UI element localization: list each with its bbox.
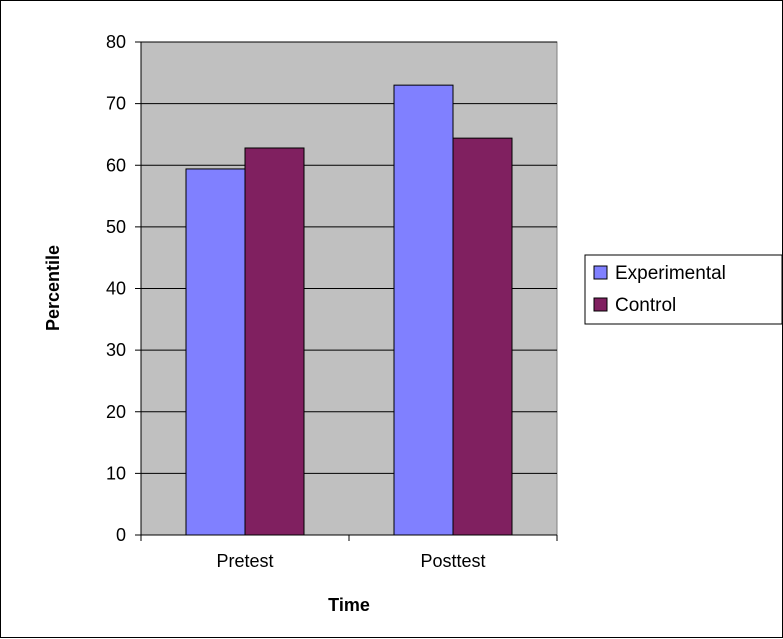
legend: Experimental Control <box>584 254 783 325</box>
legend-label-control: Control <box>615 295 676 316</box>
y-tick-label: 60 <box>106 155 126 175</box>
legend-box <box>584 254 783 325</box>
x-axis-ticks: Pretest Posttest <box>140 535 558 571</box>
y-tick-label: 70 <box>106 94 126 114</box>
x-tick-label: Posttest <box>420 551 485 571</box>
bars <box>185 84 513 536</box>
legend-label-experimental: Experimental <box>615 263 726 284</box>
legend-swatch-experimental <box>593 265 608 280</box>
y-tick-label: 0 <box>116 525 126 545</box>
x-axis-title: Time <box>328 595 370 615</box>
bar-experimental-posttest <box>393 84 454 536</box>
legend-swatch-control <box>593 297 608 312</box>
bar-control-posttest <box>452 137 513 536</box>
y-tick-label: 30 <box>106 340 126 360</box>
y-axis-ticks: 0 10 20 30 40 50 60 70 80 <box>106 32 141 545</box>
y-tick-label: 20 <box>106 402 126 422</box>
x-tick-label: Pretest <box>216 551 273 571</box>
y-tick-label: 50 <box>106 217 126 237</box>
y-axis-title: Percentile <box>43 245 63 331</box>
bar-experimental-pretest <box>185 168 246 536</box>
y-tick-label: 80 <box>106 32 126 52</box>
y-tick-label: 10 <box>106 463 126 483</box>
y-tick-label: 40 <box>106 279 126 299</box>
bar-control-pretest <box>244 147 305 536</box>
